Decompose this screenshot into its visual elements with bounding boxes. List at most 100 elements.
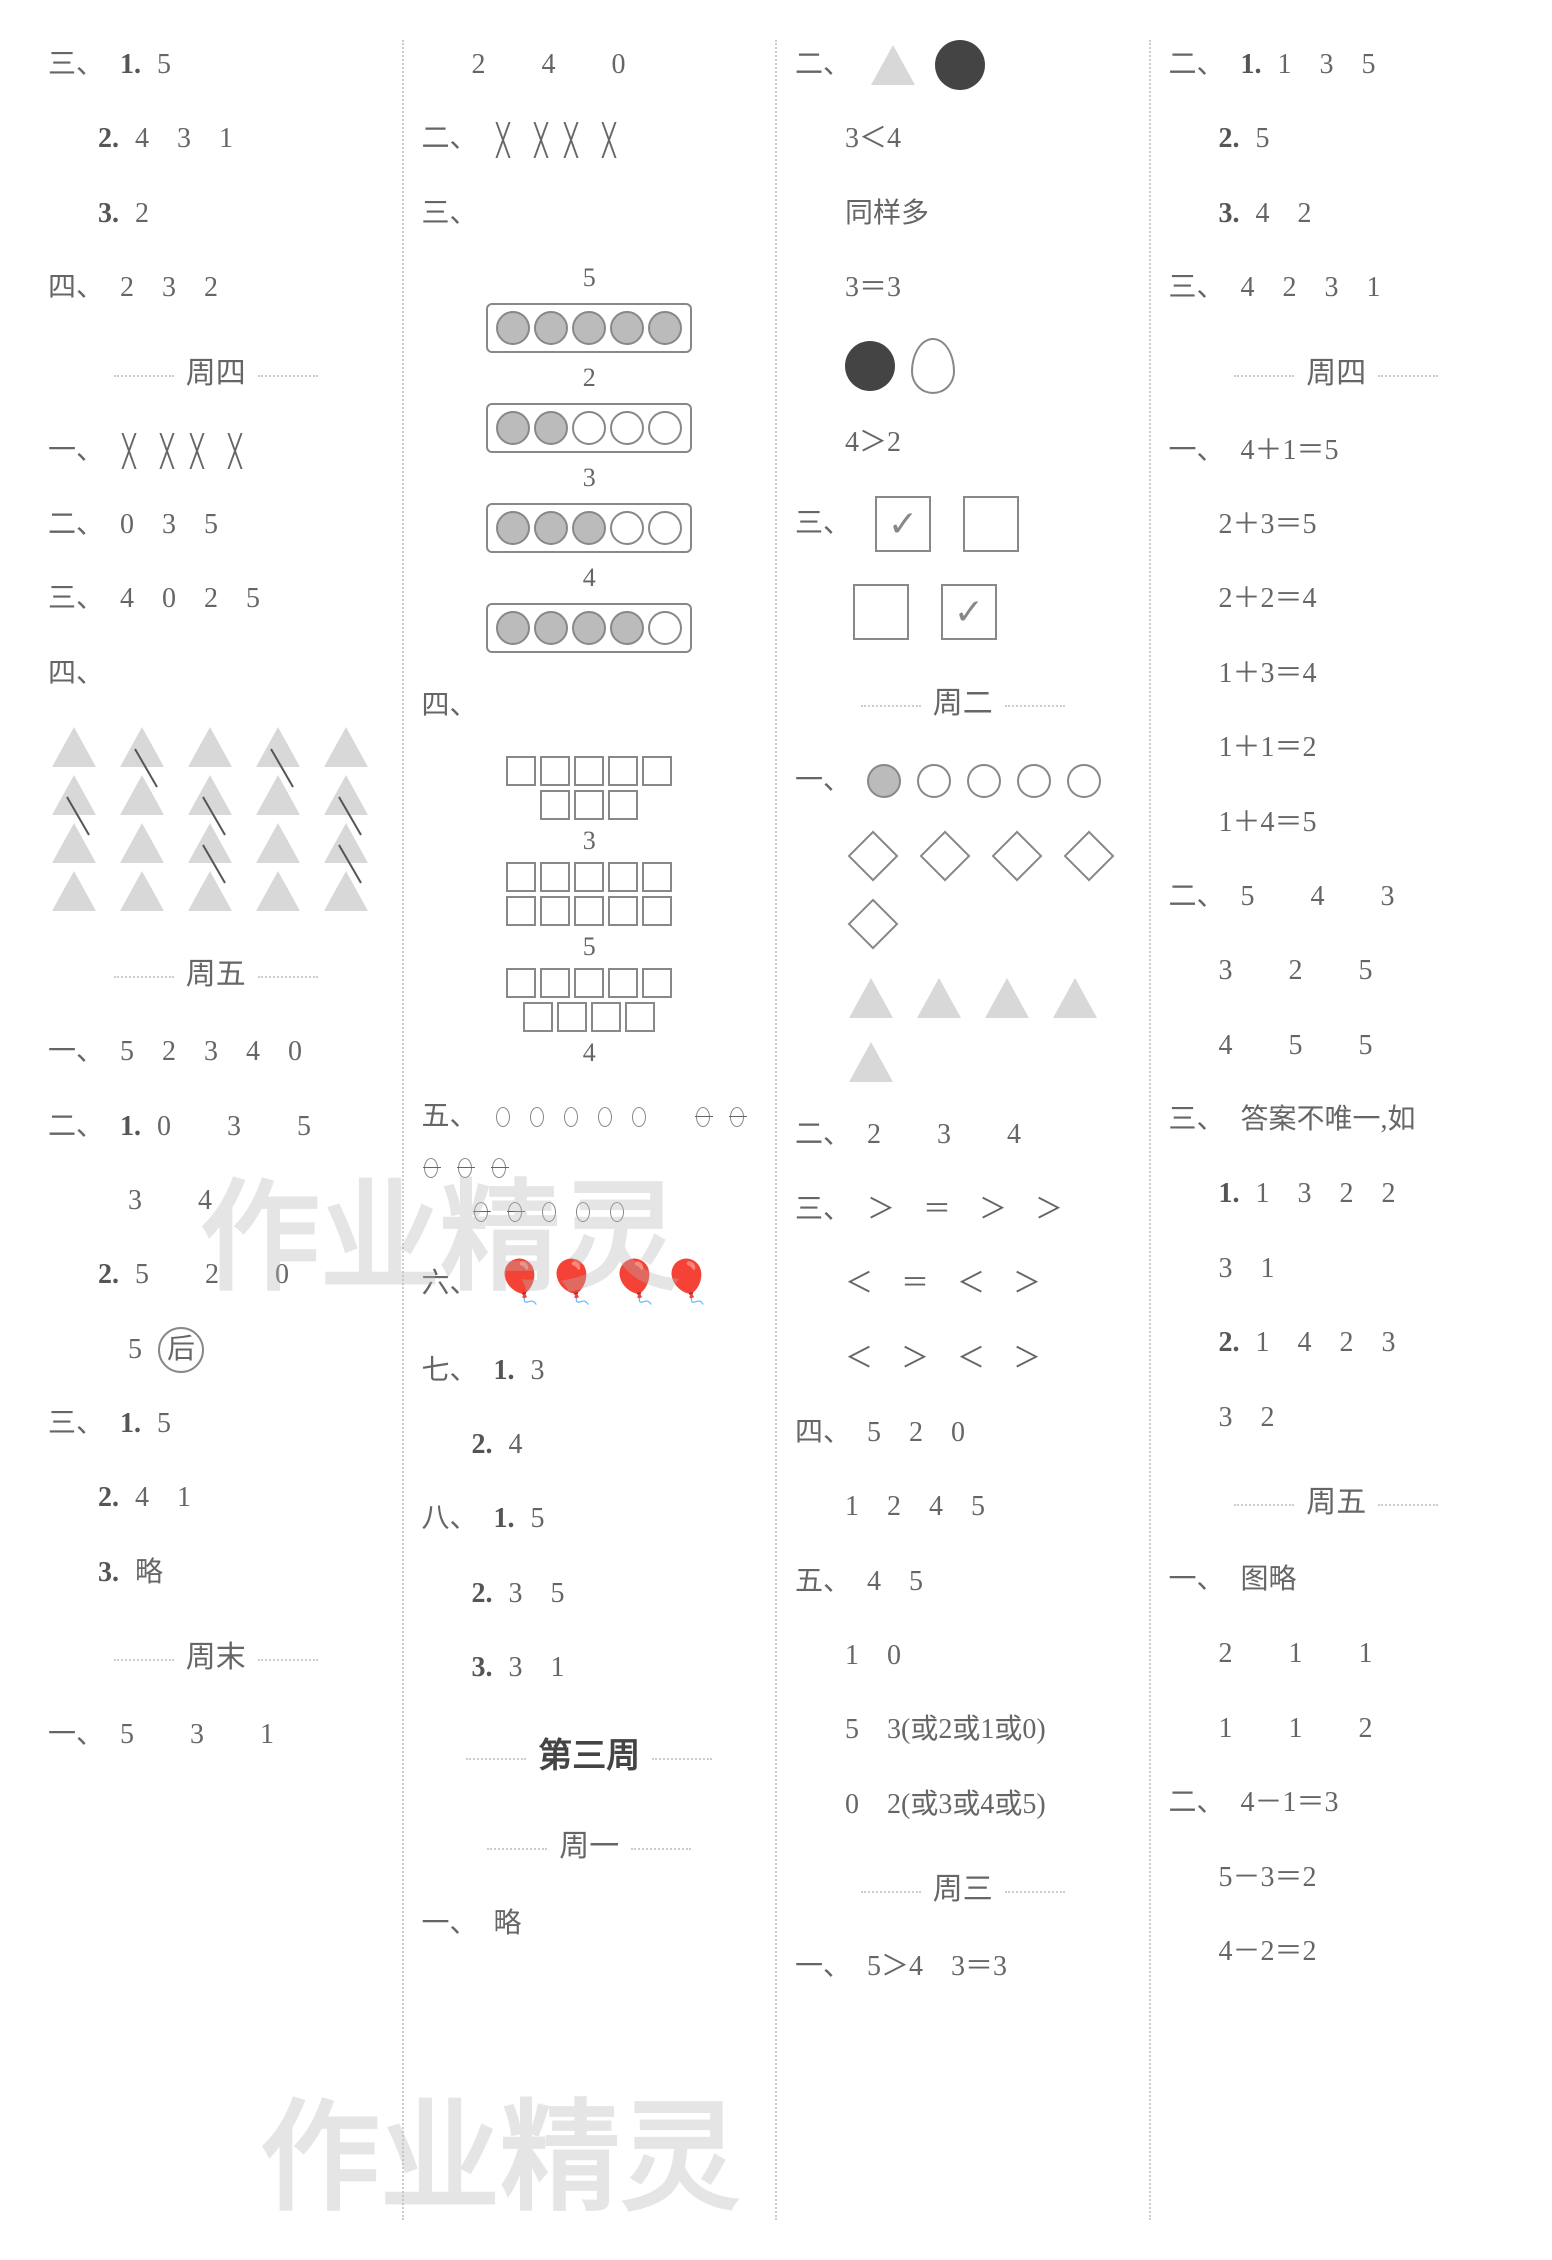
text-line: 三、4 0 2 5 xyxy=(48,574,384,624)
column-2: 2 4 0 二、 三、 5 2 3 4 四、 3 xyxy=(404,40,778,2220)
cross-shapes-row: 一、 xyxy=(48,426,384,476)
text-line: 2＋3＝5 xyxy=(1169,500,1505,550)
text-line: 三、 xyxy=(422,189,758,239)
checkbox-row: ✓ xyxy=(795,580,1131,644)
text-line: 四、5 2 0 xyxy=(795,1408,1131,1458)
text-line: 一、图略 xyxy=(1169,1555,1505,1605)
text-line: 2 4 0 xyxy=(422,40,758,90)
text-line: 3.2 xyxy=(48,189,384,239)
text-line: 2.3 5 xyxy=(422,1569,758,1619)
apple-icon xyxy=(845,341,895,391)
checkbox-checked: ✓ xyxy=(875,496,931,552)
text-line: 3.3 1 xyxy=(422,1643,758,1693)
shapes-row: 一、 xyxy=(795,756,1131,806)
day-heading: 周五 xyxy=(48,949,384,993)
cross-icon xyxy=(124,429,168,473)
text-line: 二、5 4 3 xyxy=(1169,872,1505,922)
text-line: 三、1.5 xyxy=(48,1399,384,1449)
column-4: 二、1.1 3 5 2.5 3.4 2 三、4 2 3 1 周四 一、4＋1＝5… xyxy=(1151,40,1523,2220)
day-heading: 周四 xyxy=(48,348,384,392)
week-heading: 第三周 xyxy=(422,1728,758,1777)
cross-icon xyxy=(566,118,610,162)
pear-icon xyxy=(911,338,955,394)
text-line: 四、2 3 2 xyxy=(48,263,384,313)
text-line: 3＜4 xyxy=(795,114,1131,164)
text-line: 3.略 xyxy=(48,1548,384,1598)
checkbox-checked: ✓ xyxy=(941,584,997,640)
triangle-grid xyxy=(48,723,384,915)
text-line: 0 2(或3或4或5) xyxy=(795,1780,1131,1830)
cross-shapes-row: 二、 xyxy=(422,114,758,164)
text-line: 2＋2＝4 xyxy=(1169,574,1505,624)
text-line: 二、1.0 3 5 xyxy=(48,1102,384,1152)
text-line: 二、1.1 3 5 xyxy=(1169,40,1505,90)
text-line: 2.4 xyxy=(422,1420,758,1470)
text-line: ＜ ＞ ＜ ＞ xyxy=(795,1334,1131,1384)
text-line: 一、5＞4 3＝3 xyxy=(795,1942,1131,1992)
square-grids: 3 5 4 xyxy=(422,756,758,1068)
text-line: 3＝3 xyxy=(795,263,1131,313)
day-heading: 周一 xyxy=(422,1821,758,1865)
text-line: 五、4 5 xyxy=(795,1557,1131,1607)
balloons-row: 六、 🎈🎈 🎈🎈 xyxy=(422,1246,758,1322)
text-line: 1＋3＝4 xyxy=(1169,649,1505,699)
text-line: 二、4－1＝3 xyxy=(1169,1778,1505,1828)
text-line: 1.1 3 2 2 xyxy=(1169,1169,1505,1219)
text-line: 1＋1＝2 xyxy=(1169,723,1505,773)
day-heading: 周二 xyxy=(795,678,1131,722)
text-line: 二、0 3 5 xyxy=(48,500,384,550)
text-line: 2 1 1 xyxy=(1169,1629,1505,1679)
text-line: 3 2 5 xyxy=(1169,946,1505,996)
column-1: 三、1.5 2.4 3 1 3.2 四、2 3 2 周四 一、 二、0 3 5 … xyxy=(30,40,404,2220)
text-line: 一、略 xyxy=(422,1899,758,1949)
text-line: 2.5 2 0 xyxy=(48,1250,384,1300)
page-root: 三、1.5 2.4 3 1 3.2 四、2 3 2 周四 一、 二、0 3 5 … xyxy=(30,40,1522,2220)
text-line: 三、答案不唯一,如 xyxy=(1169,1095,1505,1145)
column-3: 二、 3＜4 同样多 3＝3 4＞2 三、 ✓ ✓ 周二 一、 xyxy=(777,40,1151,2220)
text-line: 1 0 xyxy=(795,1631,1131,1681)
day-heading: 周末 xyxy=(48,1632,384,1676)
text-line: 4－2＝2 xyxy=(1169,1927,1505,1977)
text-line: 3 2 xyxy=(1169,1393,1505,1443)
small-circles-row xyxy=(422,1202,758,1222)
circled-char: 后 xyxy=(158,1327,204,1373)
text-line: 八、1.5 xyxy=(422,1494,758,1544)
checkbox-empty xyxy=(853,584,909,640)
text-line: 5－3＝2 xyxy=(1169,1853,1505,1903)
circle-boxes: 5 2 3 4 xyxy=(422,263,758,657)
text-line: 1 2 4 5 xyxy=(795,1482,1131,1532)
text-line: 3 1 xyxy=(1169,1244,1505,1294)
checkbox-row: 三、 ✓ xyxy=(795,492,1131,556)
small-circles-row: 五、 xyxy=(422,1092,758,1178)
shapes-row xyxy=(795,974,1131,1086)
text-line: 5 3(或2或1或0) xyxy=(795,1705,1131,1755)
text-line: 2.1 4 2 3 xyxy=(1169,1318,1505,1368)
text-line: 2.5 xyxy=(1169,114,1505,164)
text-line: 4＞2 xyxy=(795,418,1131,468)
text-line: 四、 xyxy=(422,681,758,731)
day-heading: 周三 xyxy=(795,1864,1131,1908)
shapes-row xyxy=(795,830,1131,950)
triangle-icon xyxy=(871,45,915,85)
text-line: ＜ ＝ ＜ ＞ xyxy=(795,1259,1131,1309)
cross-icon xyxy=(192,429,236,473)
day-heading: 周五 xyxy=(1169,1477,1505,1521)
text-line: 1 1 2 xyxy=(1169,1704,1505,1754)
text-line: 三、1.5 xyxy=(48,40,384,90)
text-line: 七、1.3 xyxy=(422,1346,758,1396)
text-line: 二、2 3 4 xyxy=(795,1110,1131,1160)
text-line: 同样多 xyxy=(795,189,1131,239)
text-line: 2.4 1 xyxy=(48,1473,384,1523)
text-line: 三、＞ ＝ ＞ ＞ xyxy=(795,1185,1131,1235)
text-line: 4 5 5 xyxy=(1169,1021,1505,1071)
text-line: 3.4 2 xyxy=(1169,189,1505,239)
text-line: 四、 xyxy=(48,649,384,699)
text-line: 一、5 2 3 4 0 xyxy=(48,1027,384,1077)
fruit-row xyxy=(795,338,1131,394)
shapes-row: 二、 xyxy=(795,40,1131,90)
text-line: 一、5 3 1 xyxy=(48,1710,384,1760)
circle-icon xyxy=(935,40,985,90)
cross-icon xyxy=(498,118,542,162)
text-line: 3 4 xyxy=(48,1176,384,1226)
checkbox-empty xyxy=(963,496,1019,552)
